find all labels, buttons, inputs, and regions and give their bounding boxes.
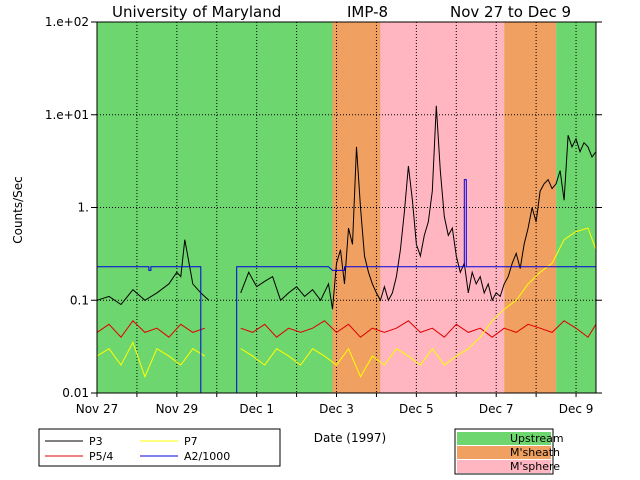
- legend-label-p7: P7: [184, 435, 198, 448]
- y-tick-label: 1.: [78, 201, 89, 215]
- data-series: [96, 105, 597, 394]
- x-tick-label: Nov 27: [76, 402, 119, 416]
- x-tick-label: Dec 7: [479, 402, 514, 416]
- y-tick-label: 0.01: [62, 386, 89, 400]
- axis-ticks: 1.e+02 1.e+01 1. 0.1 0.01 Nov 27 Nov 29 Dec 1 De…: [45, 15, 602, 416]
- legend-label-a2-1000: A2/1000: [184, 450, 230, 463]
- x-tick-label: Dec 3: [319, 402, 354, 416]
- series-a2-1000-line: [97, 179, 596, 394]
- region-legend-label-upstream: Upstream: [510, 432, 564, 445]
- x-tick-label: Dec 9: [559, 402, 594, 416]
- series-legend: P3 P5/4 P7 A2/1000: [38, 428, 281, 467]
- title-spacecraft: IMP-8: [347, 3, 388, 21]
- y-tick-label: 1.e+02: [45, 15, 89, 29]
- x-tick-label: Dec 5: [399, 402, 434, 416]
- series-p5-4-line: [96, 320, 597, 338]
- series-legend-box: [38, 428, 281, 467]
- series-p7-line: [96, 227, 597, 379]
- region-legend-swatch-upstream: [457, 432, 551, 445]
- legend-label-p5-4: P5/4: [89, 450, 113, 463]
- series-p3-line: [96, 105, 597, 310]
- legend-label-p3: P3: [89, 435, 103, 448]
- title-institution: University of Maryland: [112, 3, 281, 21]
- y-tick-label: 0.1: [70, 293, 89, 307]
- region-legend-label-m-sphere: M'sphere: [510, 460, 560, 473]
- x-axis-label: Date (1997): [314, 431, 386, 445]
- y-tick-label: 1.e+01: [45, 108, 89, 122]
- x-tick-label: Nov 29: [156, 402, 199, 416]
- title-date-range: Nov 27 to Dec 9: [450, 3, 571, 21]
- region-legend-swatch-m-sheath: [457, 446, 551, 459]
- y-axis-label: Counts/Sec: [11, 176, 25, 244]
- region-legend-swatch-m-sphere: [457, 460, 551, 473]
- region-legend-label-m-sheath: M'sheath: [510, 446, 560, 459]
- x-tick-label: Dec 1: [239, 402, 274, 416]
